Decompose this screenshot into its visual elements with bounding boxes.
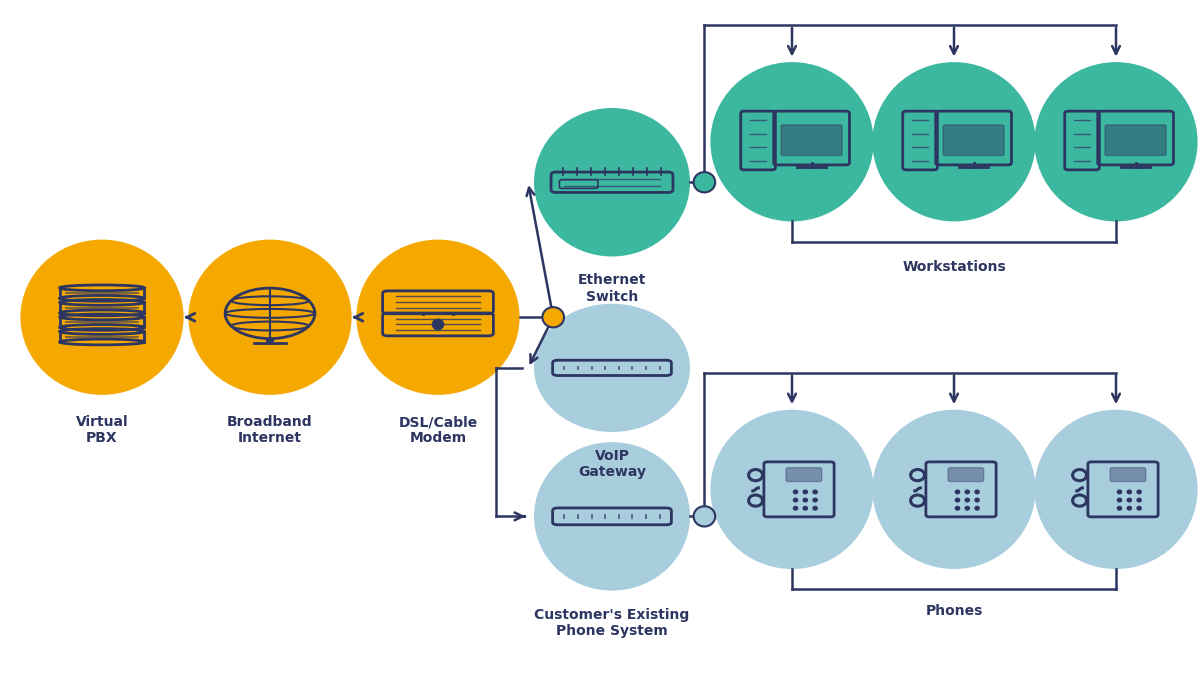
Ellipse shape xyxy=(694,506,715,526)
Text: Broadband
Internet: Broadband Internet xyxy=(227,415,313,446)
Ellipse shape xyxy=(1138,498,1141,502)
Text: Virtual
PBX: Virtual PBX xyxy=(76,415,128,446)
Ellipse shape xyxy=(965,506,970,510)
Ellipse shape xyxy=(814,498,817,502)
Ellipse shape xyxy=(872,410,1036,569)
Text: Workstations: Workstations xyxy=(902,260,1006,274)
Ellipse shape xyxy=(803,490,808,493)
Ellipse shape xyxy=(1127,506,1132,510)
Text: DSL/Cable
Modem: DSL/Cable Modem xyxy=(398,415,478,446)
Ellipse shape xyxy=(965,490,970,493)
Ellipse shape xyxy=(955,498,960,502)
Ellipse shape xyxy=(694,172,715,192)
Ellipse shape xyxy=(188,240,352,395)
Ellipse shape xyxy=(1127,498,1132,502)
Ellipse shape xyxy=(1034,410,1198,569)
Ellipse shape xyxy=(793,498,798,502)
Text: Customer's Existing
Phone System: Customer's Existing Phone System xyxy=(534,608,690,638)
FancyBboxPatch shape xyxy=(1110,468,1146,481)
FancyBboxPatch shape xyxy=(943,125,1004,155)
Ellipse shape xyxy=(965,498,970,502)
Ellipse shape xyxy=(872,62,1036,221)
FancyBboxPatch shape xyxy=(1105,125,1166,155)
Ellipse shape xyxy=(955,490,960,493)
Ellipse shape xyxy=(1034,62,1198,221)
Ellipse shape xyxy=(793,490,798,493)
Ellipse shape xyxy=(356,240,520,395)
Ellipse shape xyxy=(710,62,874,221)
Ellipse shape xyxy=(710,410,874,569)
Text: VoIP
Gateway: VoIP Gateway xyxy=(578,449,646,479)
Ellipse shape xyxy=(1117,490,1122,493)
Ellipse shape xyxy=(542,307,564,327)
Ellipse shape xyxy=(976,490,979,493)
Ellipse shape xyxy=(534,442,690,591)
Ellipse shape xyxy=(534,108,690,256)
Ellipse shape xyxy=(803,506,808,510)
FancyBboxPatch shape xyxy=(786,468,822,481)
Ellipse shape xyxy=(955,506,960,510)
Ellipse shape xyxy=(266,338,274,343)
Text: Phones: Phones xyxy=(925,604,983,618)
Ellipse shape xyxy=(432,319,444,329)
Ellipse shape xyxy=(20,240,184,395)
Ellipse shape xyxy=(1138,506,1141,510)
Ellipse shape xyxy=(534,304,690,432)
Ellipse shape xyxy=(814,490,817,493)
FancyBboxPatch shape xyxy=(781,125,842,155)
FancyBboxPatch shape xyxy=(948,468,984,481)
Ellipse shape xyxy=(803,498,808,502)
Ellipse shape xyxy=(793,506,798,510)
Ellipse shape xyxy=(814,506,817,510)
Ellipse shape xyxy=(1117,506,1122,510)
Ellipse shape xyxy=(1127,490,1132,493)
Text: Ethernet
Switch: Ethernet Switch xyxy=(578,273,646,304)
Ellipse shape xyxy=(976,498,979,502)
Ellipse shape xyxy=(976,506,979,510)
Ellipse shape xyxy=(1138,490,1141,493)
Ellipse shape xyxy=(1117,498,1122,502)
